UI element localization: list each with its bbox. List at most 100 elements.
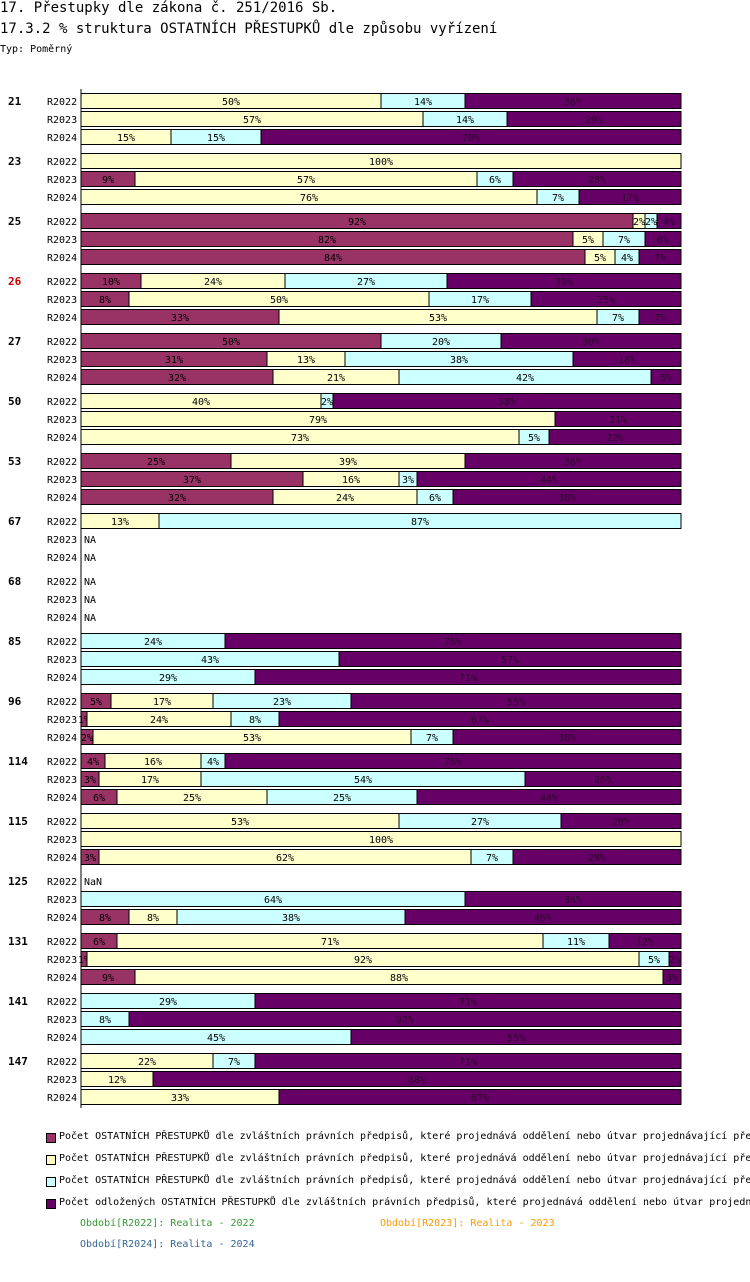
data-label-131-R2022-s4: 12% [636, 937, 654, 948]
data-label-114-R2023-s4: 26% [594, 775, 612, 786]
bar-segment-147-R2023-s4 [152, 1071, 682, 1087]
period-tick-68-R2024: R2024 [47, 613, 77, 624]
group-label-96: 96 [8, 695, 22, 708]
period-tick-114-R2024: R2024 [47, 793, 77, 804]
legend-swatch-3 [46, 1177, 56, 1187]
na-label-67-R2024: NA [84, 553, 96, 564]
period-tick-114-R2023: R2023 [47, 775, 77, 786]
data-label-21-R2022-s4: 36% [564, 97, 582, 108]
data-label-53-R2023-s4: 44% [540, 475, 558, 486]
data-label-27-R2024-s3: 42% [516, 373, 534, 384]
data-label-96-R2023-s4: 67% [471, 715, 489, 726]
data-label-23-R2023-s4: 28% [588, 175, 606, 186]
legend-swatch-2 [46, 1155, 56, 1165]
bar-segment-114-R2023-s4 [524, 771, 682, 787]
data-label-115-R2024-s3: 7% [486, 853, 498, 864]
period-tick-131-R2023: R2023 [47, 955, 77, 966]
data-label-141-R2024-s4: 55% [507, 1033, 525, 1044]
bar-segment-23-R2023-s4 [512, 171, 682, 187]
period-tick-85-R2023: R2023 [47, 655, 77, 666]
data-label-25-R2022-s2: 2% [633, 217, 645, 228]
data-label-114-R2023-s3: 54% [354, 775, 372, 786]
data-label-141-R2023-s4: 92% [396, 1015, 414, 1026]
data-label-131-R2023-s4: 2% [669, 955, 681, 966]
data-label-27-R2024-s4: 5% [660, 373, 672, 384]
data-label-131-R2024-s1: 9% [102, 973, 114, 984]
data-label-50-R2023-s4: 21% [609, 415, 627, 426]
period-tick-23-R2023: R2023 [47, 175, 77, 186]
group-label-53: 53 [8, 455, 21, 468]
period-tick-23-R2024: R2024 [47, 193, 77, 204]
bar-segment-26-R2024-s4 [638, 309, 682, 325]
data-label-53-R2023-s3: 3% [402, 475, 414, 486]
data-label-25-R2023-s4: 6% [657, 235, 669, 246]
chart-title: 17. Přestupky dle zákona č. 251/2016 Sb. [0, 0, 338, 16]
period-tick-27-R2024: R2024 [47, 373, 77, 384]
data-label-53-R2024-s1: 32% [168, 493, 186, 504]
na-label-68-R2022: NA [84, 577, 96, 588]
data-label-85-R2022-s4: 76% [444, 637, 462, 648]
data-label-25-R2023-s3: 7% [618, 235, 630, 246]
period-tick-114-R2022: R2022 [47, 757, 77, 768]
bar-segment-21-R2022-s4 [464, 93, 682, 109]
period-tick-141-R2023: R2023 [47, 1015, 77, 1026]
data-label-115-R2023-s2: 100% [369, 835, 393, 846]
period-tick-50-R2024: R2024 [47, 433, 77, 444]
period-tick-67-R2023: R2023 [47, 535, 77, 546]
data-label-114-R2024-s2: 25% [183, 793, 201, 804]
period-tick-115-R2024: R2024 [47, 853, 77, 864]
data-label-114-R2023-s2: 17% [141, 775, 159, 786]
data-label-21-R2024-s4: 70% [462, 133, 480, 144]
data-label-131-R2022-s2: 71% [321, 937, 339, 948]
period-tick-67-R2022: R2022 [47, 517, 77, 528]
data-label-147-R2022-s2: 22% [138, 1057, 156, 1068]
bar-segment-131-R2022-s4 [608, 933, 682, 949]
data-label-27-R2023-s2: 13% [297, 355, 315, 366]
bar-segment-25-R2022-s4 [656, 213, 682, 229]
data-label-114-R2022-s3: 4% [207, 757, 219, 768]
bar-segment-147-R2022-s4 [254, 1053, 682, 1069]
data-label-26-R2024-s4: 7% [654, 313, 666, 324]
data-label-27-R2023-s4: 18% [618, 355, 636, 366]
data-label-26-R2023-s4: 25% [597, 295, 615, 306]
bar-segment-50-R2022-s4 [332, 393, 682, 409]
data-label-27-R2024-s2: 21% [327, 373, 345, 384]
data-label-125-R2024-s1: 8% [99, 913, 111, 924]
data-label-53-R2023-s2: 16% [342, 475, 360, 486]
data-label-21-R2022-s3: 14% [414, 97, 432, 108]
group-label-125: 125 [8, 875, 28, 888]
bar-segment-125-R2023-s4 [464, 891, 682, 907]
na-label-67-R2023: NA [84, 535, 96, 546]
bar-segment-27-R2022-s4 [500, 333, 682, 349]
bar-segment-50-R2023-s4 [554, 411, 682, 427]
period-tick-125-R2024: R2024 [47, 913, 77, 924]
data-label-85-R2024-s4: 71% [459, 673, 477, 684]
period-tick-25-R2022: R2022 [47, 217, 77, 228]
bar-segment-141-R2022-s4 [254, 993, 682, 1009]
data-label-25-R2023-s2: 5% [582, 235, 594, 246]
data-label-27-R2024-s1: 32% [168, 373, 186, 384]
na-label-125-R2022: NaN [84, 877, 102, 888]
data-label-96-R2023-s3: 8% [249, 715, 261, 726]
data-label-96-R2022-s2: 17% [153, 697, 171, 708]
period-tick-50-R2023: R2023 [47, 415, 77, 426]
data-label-85-R2023-s3: 43% [201, 655, 219, 666]
bar-segment-26-R2023-s4 [530, 291, 682, 307]
data-label-21-R2023-s4: 29% [585, 115, 603, 126]
data-label-27-R2022-s4: 30% [582, 337, 600, 348]
group-label-50: 50 [8, 395, 21, 408]
data-label-23-R2024-s3: 7% [552, 193, 564, 204]
data-label-147-R2024-s4: 67% [471, 1093, 489, 1104]
bar-segment-96-R2024-s4 [452, 729, 682, 745]
bar-segment-21-R2023-s4 [506, 111, 682, 127]
period-tick-131-R2022: R2022 [47, 937, 77, 948]
data-label-125-R2024-s3: 38% [282, 913, 300, 924]
legend-item-2: Počet OSTATNÍCH PŘESTUPKŮ dle zvláštních… [46, 1152, 750, 1174]
data-label-21-R2022-s2: 50% [222, 97, 240, 108]
period-tick-53-R2023: R2023 [47, 475, 77, 486]
data-label-23-R2023-s3: 6% [489, 175, 501, 186]
data-label-53-R2022-s1: 25% [147, 457, 165, 468]
data-label-25-R2022-s4: 4% [663, 217, 675, 228]
data-label-25-R2022-s3: 2% [645, 217, 657, 228]
data-label-25-R2022-s1: 92% [348, 217, 366, 228]
